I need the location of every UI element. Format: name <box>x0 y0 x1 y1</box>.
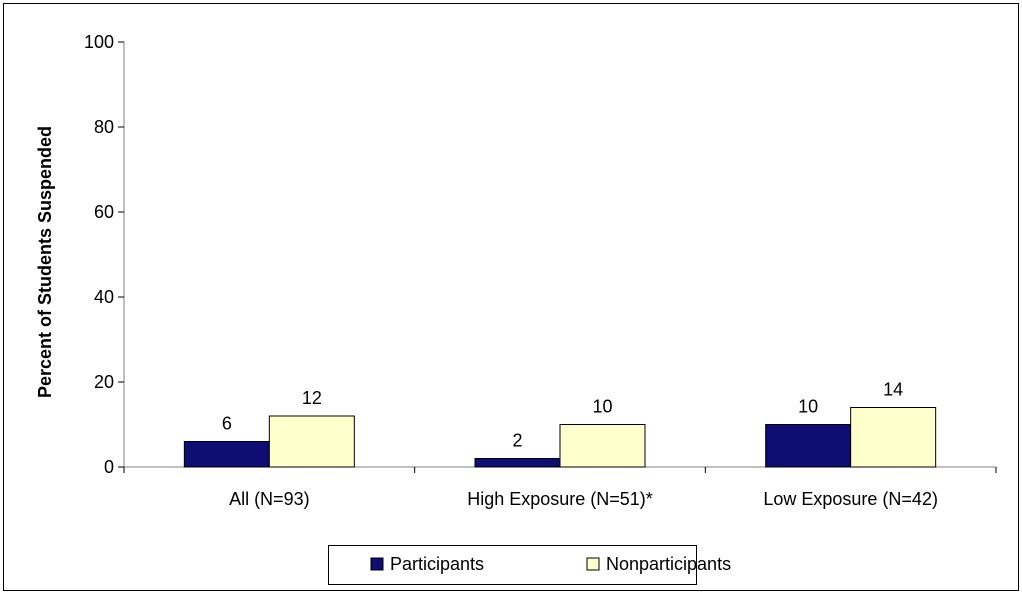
y-axis-label: Percent of Students Suspended <box>35 126 55 398</box>
legend-label-nonparticipants: Nonparticipants <box>606 554 731 574</box>
x-tick-label: All (N=93) <box>229 489 310 509</box>
data-label: 10 <box>592 397 612 417</box>
bar-participants <box>765 424 852 468</box>
y-tick-label: 40 <box>94 287 114 307</box>
data-label: 2 <box>512 431 522 451</box>
plot-area: 0 20 40 60 80 100 All (N=93) 6 12 High Exposure (… <box>84 32 997 509</box>
data-label: 6 <box>222 414 232 434</box>
y-tick-label: 60 <box>94 202 114 222</box>
y-tick-label: 80 <box>94 117 114 137</box>
bar-nonparticipants <box>268 415 355 468</box>
bar-nonparticipants <box>559 424 646 468</box>
legend-box <box>328 545 697 585</box>
data-label: 12 <box>302 388 322 408</box>
legend-swatch-nonparticipants <box>586 557 600 571</box>
bar-participants <box>183 441 270 468</box>
x-tick-label: High Exposure (N=51)* <box>467 489 653 509</box>
y-tick-label: 0 <box>104 457 114 477</box>
data-label: 10 <box>798 397 818 417</box>
legend: Participants Nonparticipants <box>328 545 731 585</box>
legend-swatch-participants <box>370 557 384 571</box>
bar-nonparticipants <box>850 407 937 468</box>
y-tick-label: 100 <box>84 32 114 52</box>
bar-participants <box>474 458 561 468</box>
data-label: 14 <box>883 380 903 400</box>
y-tick-label: 20 <box>94 372 114 392</box>
x-tick-label: Low Exposure (N=42) <box>763 489 938 509</box>
chart-frame <box>3 3 1019 591</box>
legend-label-participants: Participants <box>390 554 484 574</box>
